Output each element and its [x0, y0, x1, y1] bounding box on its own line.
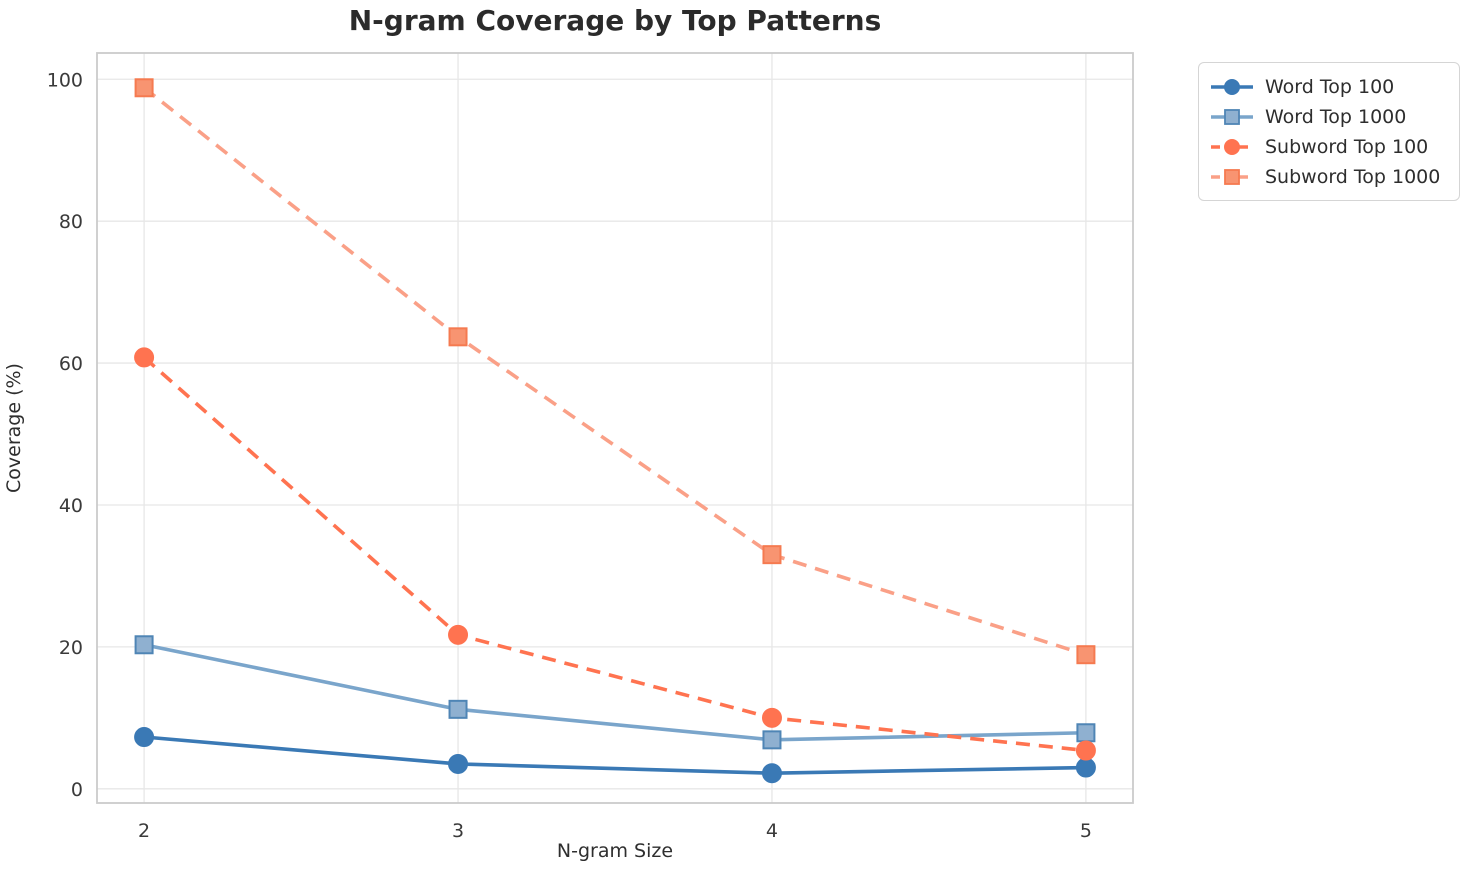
- y-tick-label: 20: [59, 637, 83, 659]
- series-word-top-100: [134, 727, 1096, 784]
- y-tick-label: 100: [47, 69, 83, 91]
- data-point-marker: [762, 545, 782, 565]
- legend-label: Word Top 100: [1265, 75, 1395, 98]
- legend-marker: [1224, 168, 1240, 185]
- legend-item-word-top-100: Word Top 100: [1209, 73, 1445, 100]
- data-point-marker: [448, 699, 468, 719]
- series-word-top-1000: [134, 635, 1096, 750]
- data-point-marker: [1075, 757, 1096, 778]
- legend-sample-circle-icon: [1211, 138, 1253, 155]
- series-line: [142, 356, 1087, 753]
- series-subword-top-100: [134, 347, 1096, 761]
- x-tick-label: 2: [138, 820, 150, 842]
- y-axis-label-text: Coverage (%): [3, 363, 25, 493]
- data-point-marker: [134, 78, 154, 98]
- legend-marker: [1224, 78, 1240, 95]
- x-tick-label: 5: [1080, 820, 1092, 842]
- data-point-marker: [761, 763, 782, 784]
- legend-item-word-top-1000: Word Top 1000: [1209, 103, 1445, 130]
- data-point-marker: [1076, 645, 1096, 665]
- legend-sample-square-icon: [1211, 168, 1253, 185]
- legend-marker: [1224, 108, 1240, 125]
- legend-label: Subword Top 100: [1265, 135, 1429, 158]
- legend-item-subword-top-100: Subword Top 100: [1209, 133, 1445, 160]
- x-tick-label: 3: [452, 820, 464, 842]
- data-point-marker: [762, 730, 782, 750]
- plot-frame: [96, 52, 1134, 804]
- legend-marker: [1224, 138, 1240, 155]
- chart-title: N-gram Coverage by Top Patterns: [348, 4, 882, 37]
- gridlines: [97, 53, 1133, 803]
- data-point-marker: [448, 327, 468, 347]
- series-line: [142, 86, 1087, 657]
- legend-sample-circle-icon: [1211, 78, 1253, 95]
- data-point-marker: [1076, 723, 1096, 743]
- data-point-marker: [134, 727, 155, 748]
- legend-label: Subword Top 1000: [1265, 165, 1441, 188]
- y-tick-label: 0: [71, 779, 83, 801]
- y-tick-label: 60: [59, 353, 83, 375]
- series-line: [143, 735, 1086, 775]
- data-point-marker: [448, 753, 469, 774]
- data-point-marker: [448, 624, 469, 645]
- legend-item-subword-top-1000: Subword Top 1000: [1209, 163, 1445, 190]
- tick-labels: 0 20 40 60 80 100 2 3 4 5: [47, 69, 1092, 842]
- series-subword-top-1000: [134, 78, 1096, 665]
- x-axis-label: N-gram Size: [556, 840, 674, 862]
- series-line: [143, 643, 1086, 742]
- data-point-marker: [1075, 740, 1096, 761]
- data-point-marker: [761, 707, 782, 728]
- data-point-marker: [134, 347, 155, 368]
- y-tick-label: 40: [59, 495, 83, 517]
- y-tick-label: 80: [59, 211, 83, 233]
- data-point-marker: [134, 635, 154, 655]
- legend-label: Word Top 1000: [1265, 105, 1407, 128]
- x-tick-label: 4: [766, 820, 778, 842]
- legend-sample-square-icon: [1211, 108, 1253, 125]
- legend: Word Top 100 Word Top 1000 Subword Top 100…: [1198, 62, 1460, 201]
